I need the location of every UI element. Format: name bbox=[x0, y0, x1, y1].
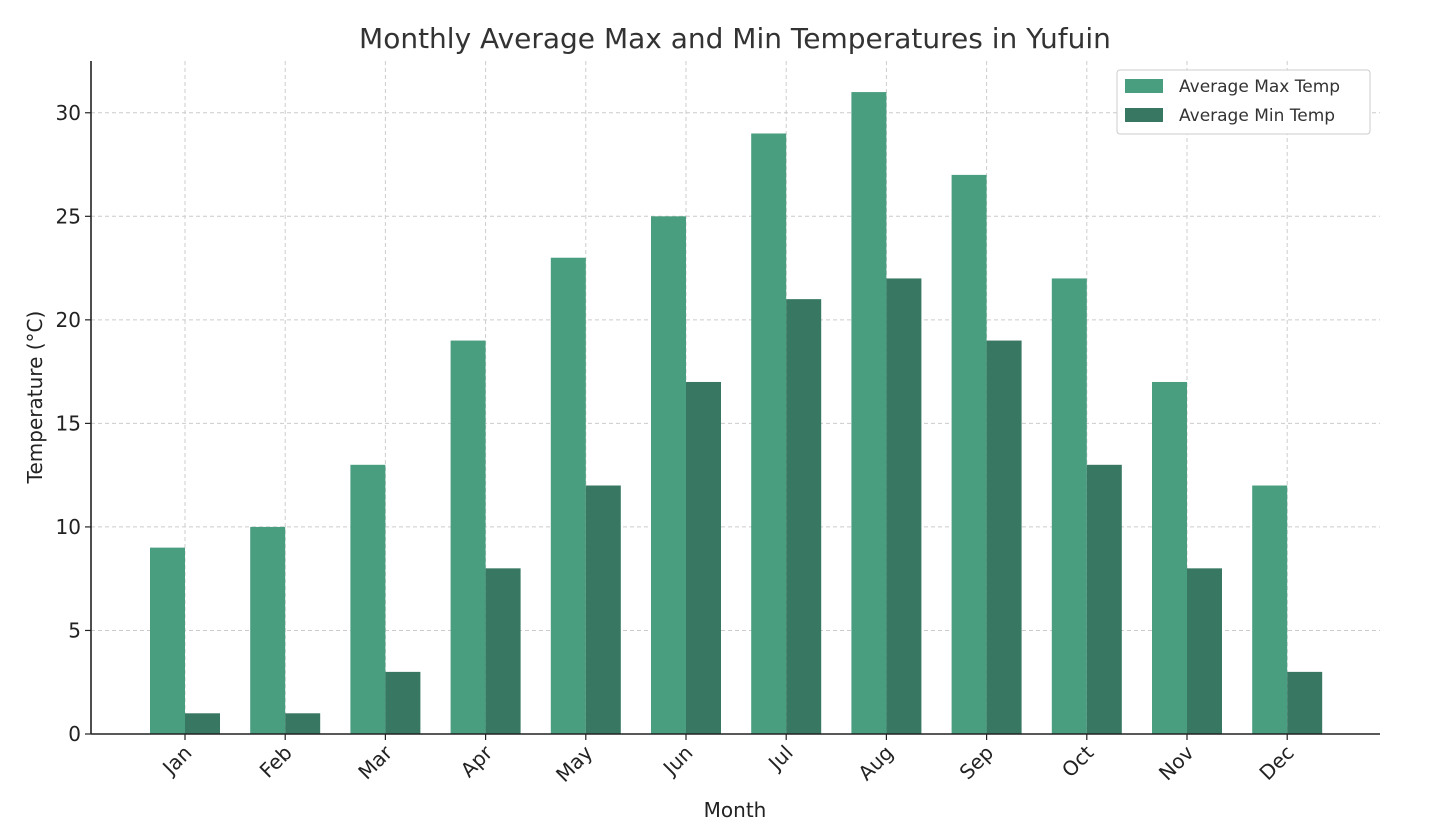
legend-label-max: Average Max Temp bbox=[1179, 77, 1340, 97]
bars-layer bbox=[150, 92, 1323, 735]
bar-max-may bbox=[550, 257, 586, 734]
y-tick-label: 15 bbox=[56, 411, 81, 435]
legend-swatch-min bbox=[1125, 108, 1163, 122]
y-tick-label: 25 bbox=[56, 204, 81, 228]
y-tick-label: 5 bbox=[68, 618, 81, 642]
bar-max-aug bbox=[851, 92, 887, 735]
x-tick-label: Nov bbox=[1154, 740, 1199, 785]
x-tick-label: Jan bbox=[156, 741, 196, 781]
legend-label-min: Average Min Temp bbox=[1179, 106, 1335, 126]
y-axis-label: Temperature (°C) bbox=[23, 311, 47, 485]
x-tick-label: Oct bbox=[1057, 740, 1099, 782]
x-axis-label: Month bbox=[704, 798, 767, 822]
y-tick-label: 0 bbox=[68, 722, 81, 746]
legend-swatch-max bbox=[1125, 79, 1163, 93]
bar-max-nov bbox=[1152, 381, 1187, 734]
bar-min-oct bbox=[1086, 464, 1122, 734]
bar-min-dec bbox=[1287, 671, 1323, 734]
y-tick-label: 20 bbox=[56, 308, 81, 332]
y-tick-label: 30 bbox=[56, 101, 81, 125]
bar-min-nov bbox=[1187, 568, 1222, 734]
bar-max-mar bbox=[350, 464, 386, 734]
legend-box bbox=[1116, 69, 1371, 135]
axes-layer bbox=[90, 61, 1380, 735]
x-tick-label: Apr bbox=[456, 740, 498, 782]
bar-min-mar bbox=[385, 671, 421, 734]
chart-title: Monthly Average Max and Min Temperatures… bbox=[359, 22, 1111, 55]
bar-max-jul bbox=[751, 133, 787, 734]
bar-max-feb bbox=[250, 526, 286, 734]
bar-min-aug bbox=[886, 278, 922, 734]
bar-min-sep bbox=[986, 340, 1022, 734]
x-tick-label: Feb bbox=[255, 741, 297, 783]
bar-max-dec bbox=[1252, 485, 1288, 734]
bar-max-jun bbox=[651, 216, 686, 735]
x-tick-label: Sep bbox=[955, 741, 999, 785]
bar-max-oct bbox=[1051, 278, 1087, 734]
bar-min-apr bbox=[485, 568, 521, 734]
x-tick-label: Jun bbox=[657, 741, 697, 781]
bar-min-jan bbox=[185, 713, 220, 734]
bar-max-apr bbox=[450, 340, 486, 734]
bar-min-may bbox=[585, 485, 621, 734]
bar-min-jul bbox=[786, 299, 822, 734]
x-tick-label: Jul bbox=[762, 741, 797, 776]
bar-min-jun bbox=[686, 381, 721, 734]
y-tick-label: 10 bbox=[56, 515, 81, 539]
x-tick-label: Mar bbox=[353, 740, 397, 784]
x-tick-label: Dec bbox=[1254, 741, 1298, 785]
bar-max-sep bbox=[951, 174, 987, 734]
legend: Average Max Temp Average Min Temp bbox=[1116, 69, 1371, 135]
bar-max-jan bbox=[150, 547, 185, 734]
x-tick-label: May bbox=[551, 740, 597, 786]
x-tick-label: Aug bbox=[853, 741, 898, 786]
bar-min-feb bbox=[285, 713, 321, 734]
